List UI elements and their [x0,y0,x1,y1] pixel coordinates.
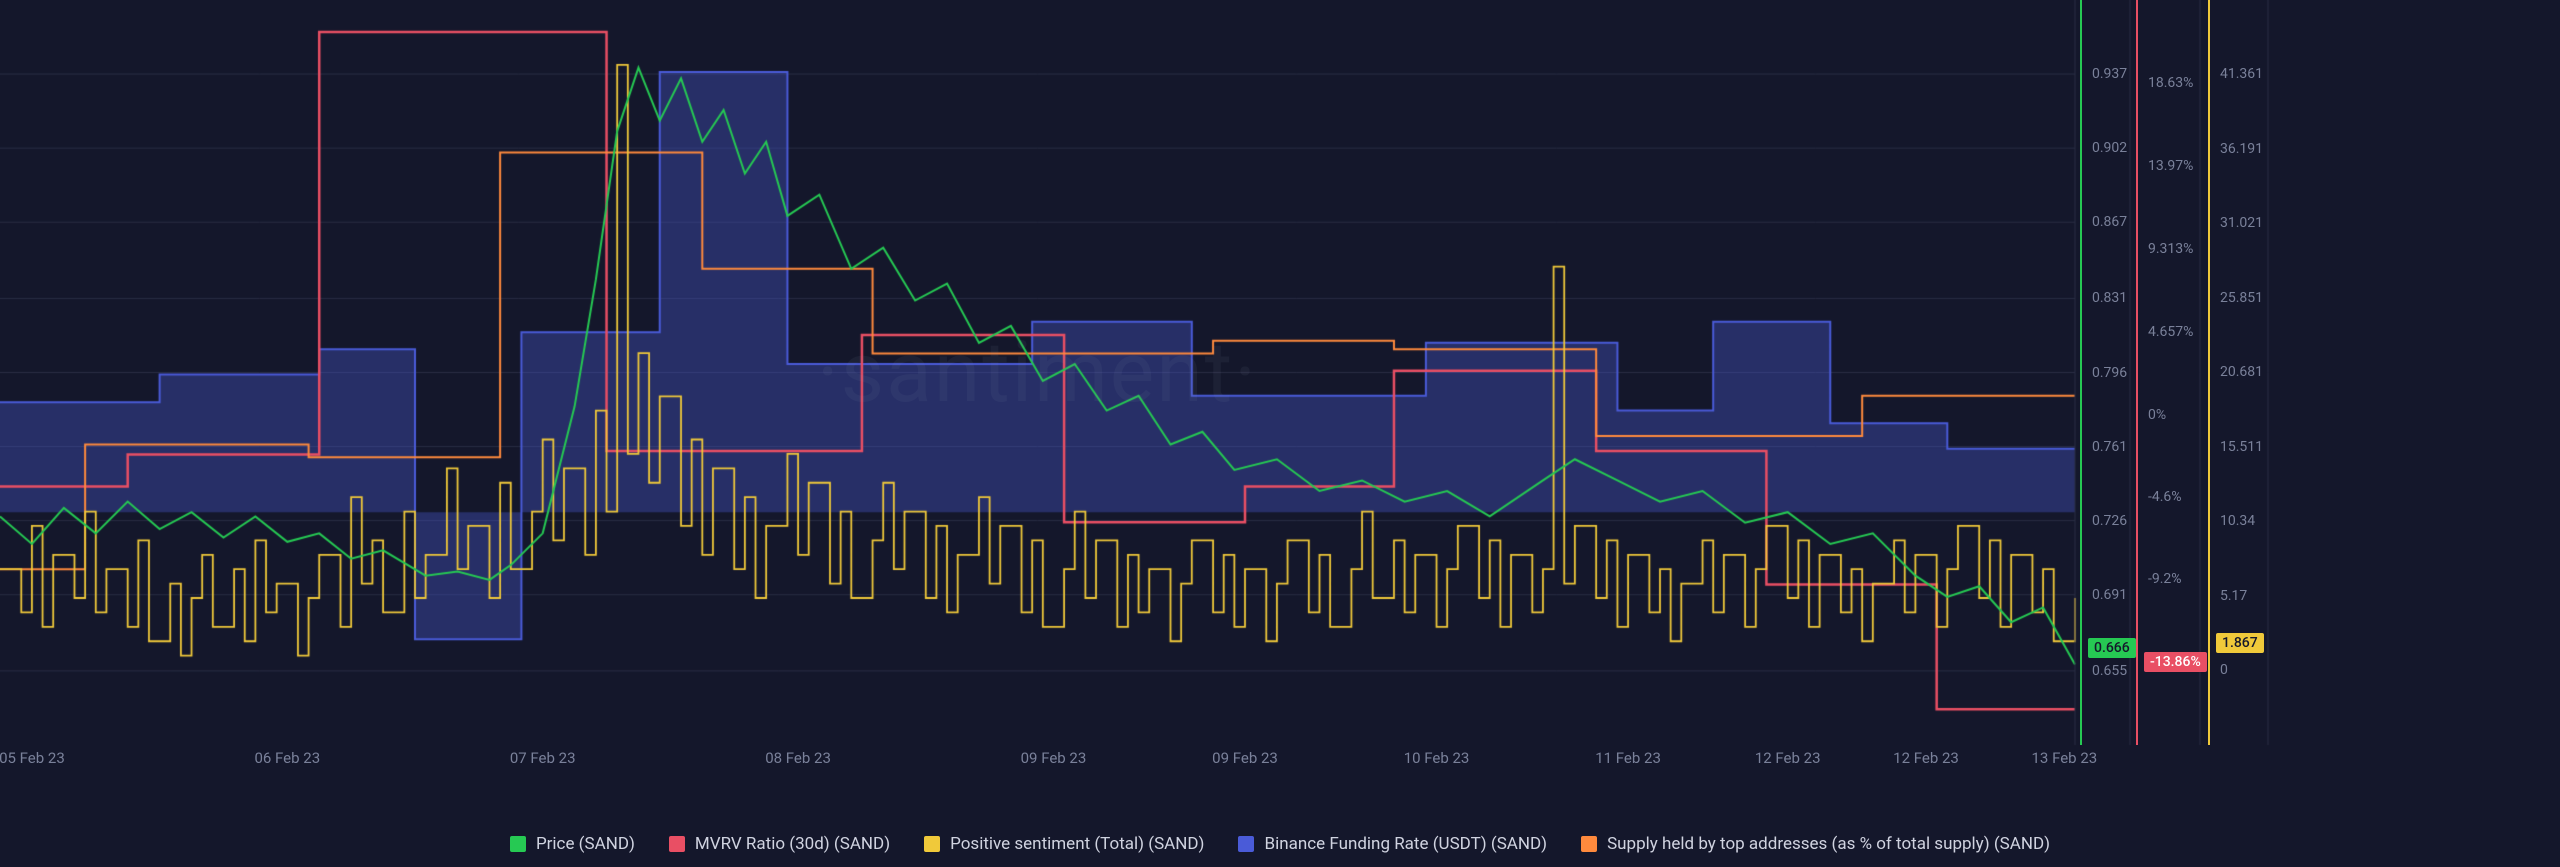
legend-label: MVRV Ratio (30d) (SAND) [695,834,890,854]
x-axis: 05 Feb 23 06 Feb 23 07 Feb 23 08 Feb 23 09 F… [0,745,2075,775]
y-tick-mvrv: -9.2% [2148,571,2182,587]
legend-item[interactable]: Price (SAND) [510,834,635,854]
y-tick-sent: 36.191 [2220,141,2263,157]
y-tick-price: 0.831 [2092,290,2127,306]
legend-label: Positive sentiment (Total) (SAND) [950,834,1204,854]
x-tick: 09 Feb 23 [1212,749,1278,767]
y-tick-sent: 10.34 [2220,513,2255,529]
x-tick: 12 Feb 23 [1755,749,1821,767]
x-tick: 09 Feb 23 [1021,749,1087,767]
legend-item[interactable]: Binance Funding Rate (USDT) (SAND) [1238,834,1547,854]
axis-badge-sent: 1.867 [2216,633,2264,653]
legend-swatch [669,836,685,852]
legend-swatch [510,836,526,852]
legend-item[interactable]: Supply held by top addresses (as % of to… [1581,834,2050,854]
x-tick: 08 Feb 23 [765,749,831,767]
y-tick-price: 0.937 [2092,66,2127,82]
y-tick-mvrv: 13.97% [2148,158,2193,174]
y-tick-price: 0.902 [2092,140,2127,156]
y-tick-sent: 31.021 [2220,215,2263,231]
analytics-chart[interactable] [0,0,2560,867]
y-tick-price: 0.726 [2092,513,2127,529]
x-tick: 05 Feb 23 [0,749,65,767]
y-tick-mvrv: 18.63% [2148,75,2193,91]
y-tick-price: 0.761 [2092,439,2127,455]
y-tick-sent: 41.361 [2220,66,2263,82]
y-tick-mvrv: 0% [2148,407,2166,423]
y-tick-sent: 20.681 [2220,364,2263,380]
x-tick: 10 Feb 23 [1404,749,1470,767]
y-tick-mvrv: 4.657% [2148,324,2193,340]
x-tick: 07 Feb 23 [510,749,576,767]
axis-line-sent [2208,0,2210,745]
chart-legend: Price (SAND) MVRV Ratio (30d) (SAND) Posit… [0,821,2560,867]
axis-line-mvrv [2136,0,2138,745]
legend-swatch [1581,836,1597,852]
legend-item[interactable]: Positive sentiment (Total) (SAND) [924,834,1204,854]
legend-label: Price (SAND) [536,834,635,854]
y-tick-price: 0.655 [2092,663,2127,679]
x-tick: 13 Feb 23 [2032,749,2098,767]
legend-label: Supply held by top addresses (as % of to… [1607,834,2050,854]
x-tick: 12 Feb 23 [1893,749,1959,767]
axis-badge-price: 0.666 [2088,638,2136,658]
y-tick-sent: 25.851 [2220,290,2263,306]
legend-label: Binance Funding Rate (USDT) (SAND) [1264,834,1547,854]
y-tick-sent: 0 [2220,662,2228,678]
y-tick-sent: 15.511 [2220,439,2263,455]
legend-swatch [1238,836,1254,852]
y-tick-mvrv: 9.313% [2148,241,2193,257]
y-tick-price: 0.796 [2092,365,2127,381]
x-tick: 11 Feb 23 [1595,749,1661,767]
axis-line-price [2080,0,2082,745]
y-tick-price: 0.691 [2092,587,2127,603]
y-tick-mvrv: -4.6% [2148,489,2182,505]
legend-item[interactable]: MVRV Ratio (30d) (SAND) [669,834,890,854]
legend-swatch [924,836,940,852]
axis-badge-mvrv: -13.86% [2144,652,2207,672]
x-tick: 06 Feb 23 [254,749,320,767]
y-tick-price: 0.867 [2092,214,2127,230]
y-tick-sent: 5.17 [2220,588,2247,604]
